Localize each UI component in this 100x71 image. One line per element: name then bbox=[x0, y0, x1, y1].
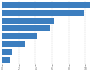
Bar bbox=[2, 10, 84, 16]
Bar bbox=[2, 49, 12, 55]
Bar bbox=[2, 41, 25, 47]
Bar bbox=[2, 2, 90, 8]
Bar bbox=[2, 25, 50, 31]
Bar bbox=[2, 33, 37, 39]
Bar bbox=[2, 18, 54, 24]
Bar bbox=[2, 57, 10, 63]
